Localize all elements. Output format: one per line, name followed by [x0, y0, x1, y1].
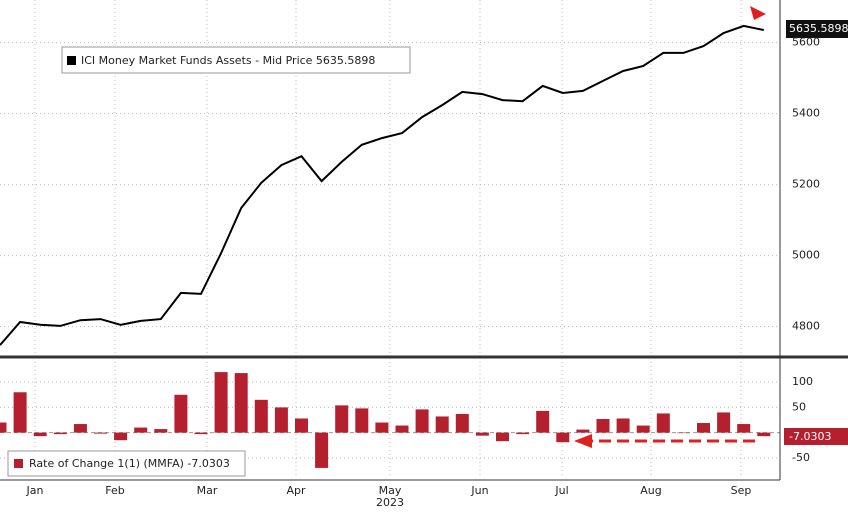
bar — [395, 425, 409, 433]
legend-box — [7, 450, 246, 477]
last-value-tag — [784, 428, 848, 445]
bar — [214, 372, 228, 433]
bar — [656, 413, 670, 433]
y-tick-label: 5400 — [792, 107, 820, 120]
legend-label: ICI Money Market Funds Assets - Mid Pric… — [81, 54, 375, 67]
top-legend: ICI Money Market Funds Assets - Mid Pric… — [61, 46, 411, 74]
plot — [0, 24, 771, 468]
bar — [375, 422, 389, 433]
y-tick-label: 4800 — [792, 320, 820, 333]
bar — [114, 432, 128, 441]
bar — [676, 432, 690, 434]
x-tick-label: Feb — [105, 484, 124, 497]
bar — [174, 394, 188, 433]
bar — [134, 427, 148, 433]
bar — [415, 409, 429, 433]
bar — [757, 432, 771, 437]
line-series — [0, 24, 764, 346]
bar — [194, 432, 208, 435]
y-tick-label: 5600 — [792, 36, 820, 49]
legend-box — [61, 46, 411, 74]
legend-label: Rate of Change 1(1) (MMFA) -7.0303 — [29, 457, 230, 470]
bar — [53, 432, 67, 435]
bar — [0, 422, 7, 433]
bar — [556, 432, 570, 443]
bar — [516, 432, 530, 435]
bar — [274, 407, 288, 433]
bar — [335, 405, 349, 433]
y-tick-label: 50 — [792, 400, 806, 413]
bar — [435, 416, 449, 433]
legend-swatch — [14, 459, 23, 468]
last-value-tag — [786, 20, 848, 38]
annotation-arrow — [750, 6, 766, 20]
bar — [697, 423, 710, 433]
y-tick-label: -50 — [792, 451, 810, 464]
y-tick-label: 100 — [792, 375, 813, 388]
x-tick-label: May — [379, 484, 402, 497]
bar — [596, 418, 610, 433]
bar — [254, 399, 268, 433]
x-tick-label: Sep — [731, 484, 752, 497]
bar — [717, 412, 731, 433]
bar — [636, 425, 650, 433]
bottom-legend: Rate of Change 1(1) (MMFA) -7.0303 — [7, 450, 246, 477]
x-tick-label: Jun — [470, 484, 488, 497]
y-tick-label: 5200 — [792, 178, 820, 191]
last-value-label: -7.0303 — [789, 430, 831, 443]
bar — [496, 432, 509, 442]
bar — [475, 432, 489, 436]
last-value-label: 5635.5898 — [789, 22, 848, 35]
y-tick-label: 5000 — [792, 249, 820, 262]
bar — [315, 432, 329, 468]
bar — [13, 392, 27, 433]
bar — [455, 413, 469, 433]
bar — [616, 418, 630, 433]
x-tick-label: Apr — [286, 484, 306, 497]
x-tick-label: Mar — [197, 484, 218, 497]
bar — [737, 424, 751, 433]
legend-swatch — [67, 56, 76, 65]
bar — [94, 432, 107, 434]
bar — [576, 429, 590, 433]
bar — [355, 408, 369, 433]
bar — [295, 418, 308, 433]
bar — [73, 424, 87, 433]
bar — [33, 432, 47, 437]
annotation-arrow — [574, 434, 592, 448]
x-tick-label: Jul — [554, 484, 568, 497]
bar — [536, 410, 550, 433]
year-label: 2023 — [376, 496, 404, 509]
bar — [154, 429, 168, 433]
bar — [234, 373, 248, 433]
x-tick-label: Jan — [26, 484, 44, 497]
x-tick-label: Aug — [640, 484, 661, 497]
